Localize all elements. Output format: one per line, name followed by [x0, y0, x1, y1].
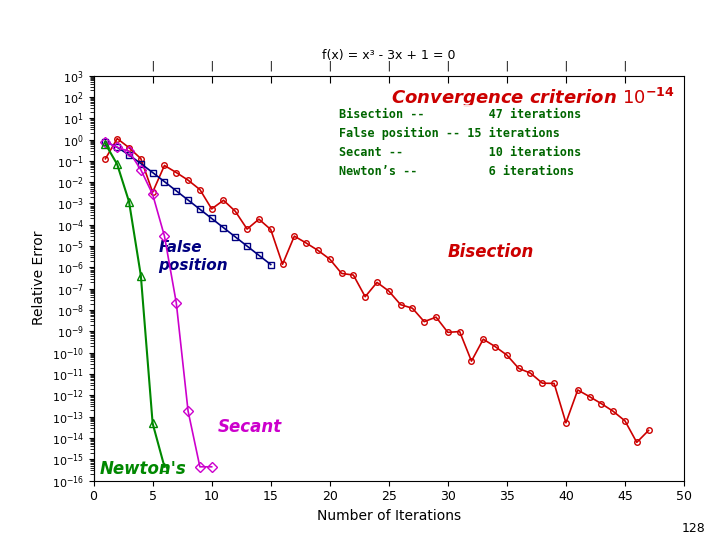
X-axis label: Number of Iterations: Number of Iterations — [317, 509, 461, 523]
X-axis label: f(x) = x³ - 3x + 1 = 0: f(x) = x³ - 3x + 1 = 0 — [322, 49, 456, 62]
Text: Secant: Secant — [217, 417, 282, 436]
Text: Bisection: Bisection — [448, 244, 534, 261]
Text: Bisection --         47 iterations
False position -- 15 iterations
Secant --    : Bisection -- 47 iterations False positio… — [338, 108, 581, 178]
Text: False
position: False position — [158, 240, 228, 273]
Y-axis label: Relative Error: Relative Error — [32, 231, 46, 325]
Text: Convergence criterion $\mathbf{\mathit{10}}^{\mathbf{-14}}$: Convergence criterion $\mathbf{\mathit{1… — [391, 86, 675, 110]
Text: 128: 128 — [682, 522, 706, 535]
Text: Newton's: Newton's — [99, 460, 186, 478]
